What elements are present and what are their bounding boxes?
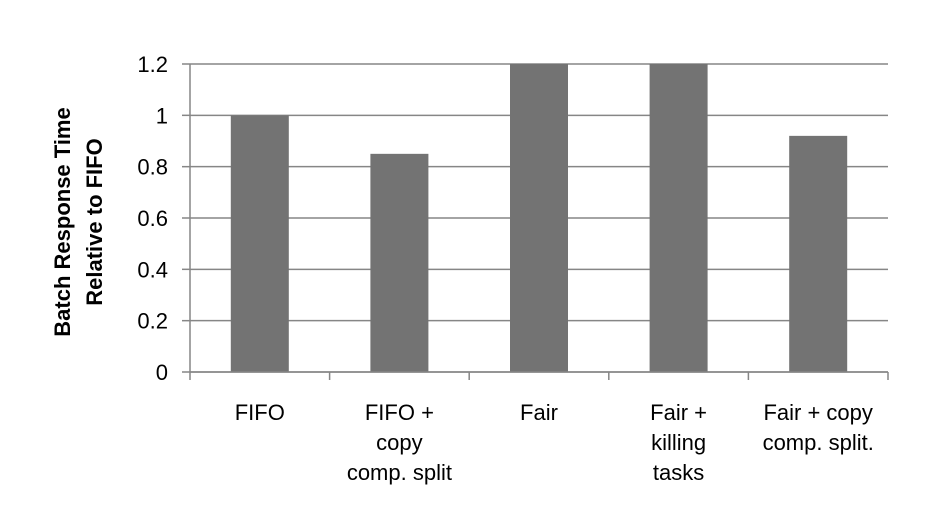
category-label-line: copy [376,430,422,455]
y-axis-title-line: Relative to FIFO [82,138,107,305]
bars [230,64,848,372]
category-label-line: comp. split [347,460,452,485]
y-axis-title-line: Batch Response Time [50,107,75,336]
y-tick-label: 0.2 [137,309,168,334]
category-label-line: FIFO + [365,400,434,425]
category-label: Fair [520,400,558,425]
y-tick-label: 0 [156,360,168,385]
x-axis [189,64,889,380]
y-tick-label: 0.4 [137,257,168,282]
y-tick-label: 1.2 [137,52,168,77]
category-label-line: killing [651,430,706,455]
bar [230,115,289,372]
y-tick-label: 0.6 [137,206,168,231]
y-tick-labels: 0 0.2 0.4 0.6 0.8 1 1.2 [137,52,168,385]
category-label: Fair + copy comp. split. [763,400,874,455]
category-label-line: FIFO [235,400,285,425]
y-axis-label: Batch Response Time Relative to FIFO [50,107,107,336]
category-label-line: Fair + [650,400,707,425]
bar [649,64,708,372]
bar [370,153,429,372]
bar [510,64,568,372]
category-label: FIFO + copy comp. split [347,400,452,485]
y-tick-label: 1 [156,103,168,128]
category-label: Fair + killing tasks [650,400,707,485]
bar [789,135,848,372]
y-tick-label: 0.8 [137,155,168,180]
category-label-line: tasks [653,460,704,485]
category-label-line: Fair + copy [763,400,872,425]
category-label-line: comp. split. [763,430,874,455]
category-labels: FIFO FIFO + copy comp. split Fair Fair + killi… [235,400,874,485]
category-label: FIFO [235,400,285,425]
category-label-line: Fair [520,400,558,425]
